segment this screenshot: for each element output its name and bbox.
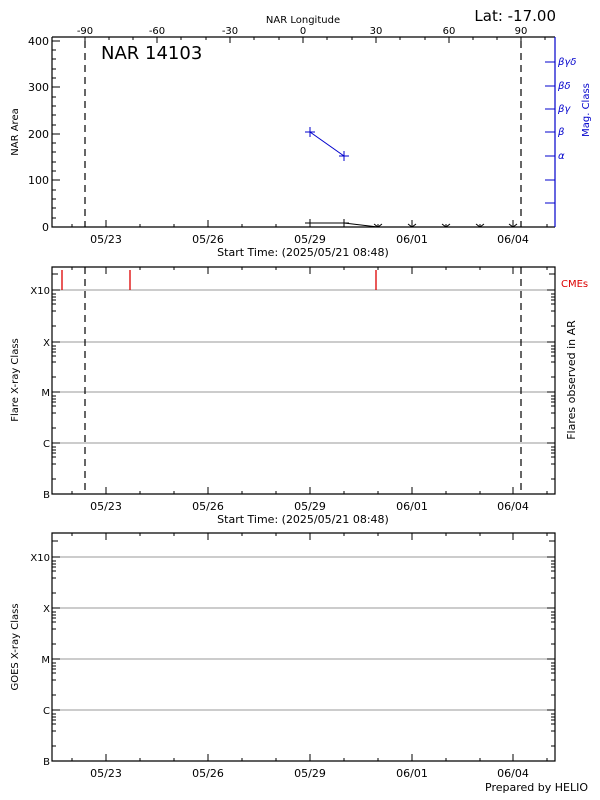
svg-text:X10: X10 [30, 286, 50, 297]
svg-text:βγδ: βγδ [557, 57, 576, 68]
date-tick-labels: 05/23 05/26 05/29 06/01 06/04 [90, 767, 529, 780]
svg-text:-90: -90 [77, 26, 93, 37]
svg-text:βγ: βγ [557, 104, 571, 115]
svg-text:05/26: 05/26 [192, 500, 224, 513]
panel-goes-class: B C M X X10 GOES X-ray Class 05/23 05/26… [10, 532, 588, 794]
svg-text:05/23: 05/23 [90, 233, 122, 246]
y-axis-label: NAR Area [10, 108, 21, 155]
area-tick-labels: 0 100 200 300 400 [28, 35, 49, 234]
svg-text:M: M [41, 655, 50, 666]
svg-text:05/29: 05/29 [294, 500, 326, 513]
mag-class-tick-labels: α β βγ βδ βγδ [557, 57, 576, 162]
svg-text:05/26: 05/26 [192, 767, 224, 780]
svg-text:M: M [41, 388, 50, 399]
svg-text:06/04: 06/04 [497, 500, 529, 513]
svg-text:-30: -30 [222, 26, 238, 37]
svg-text:30: 30 [370, 26, 383, 37]
svg-text:100: 100 [28, 174, 49, 187]
cme-markers [61, 270, 377, 290]
svg-text:05/26: 05/26 [192, 233, 224, 246]
svg-text:X: X [43, 604, 50, 615]
y2-axis-label: Mag. Class [581, 83, 592, 137]
svg-text:05/23: 05/23 [90, 500, 122, 513]
svg-text:05/23: 05/23 [90, 767, 122, 780]
y-axis-label: GOES X-ray Class [10, 603, 21, 690]
region-title: NAR 14103 [101, 43, 202, 64]
svg-text:06/01: 06/01 [396, 500, 428, 513]
svg-text:300: 300 [28, 81, 49, 94]
top-axis-label: NAR Longitude [266, 15, 340, 26]
svg-text:C: C [43, 439, 50, 450]
x-axis-label: Start Time: (2025/05/21 08:48) [217, 513, 389, 526]
panel-flare-class: B C M X X10 Flare X-ray Class Flares obs… [10, 266, 588, 526]
svg-text:X: X [43, 338, 50, 349]
svg-text:05/29: 05/29 [294, 233, 326, 246]
svg-text:β: β [557, 127, 565, 138]
svg-text:06/01: 06/01 [396, 233, 428, 246]
svg-text:0: 0 [300, 26, 306, 37]
y2-axis-label: Flares observed in AR [565, 320, 578, 440]
svg-text:60: 60 [443, 26, 456, 37]
cme-legend: CMEs [561, 279, 588, 290]
svg-text:βδ: βδ [557, 81, 571, 92]
svg-text:400: 400 [28, 35, 49, 48]
date-tick-labels: 05/23 05/26 05/29 06/01 06/04 [90, 233, 529, 246]
area-series [305, 219, 518, 228]
y-axis-label: Flare X-ray Class [10, 338, 21, 422]
goes-class-tick-labels: B C M X X10 [30, 553, 50, 768]
svg-text:90: 90 [515, 26, 528, 37]
svg-text:X10: X10 [30, 553, 50, 564]
flare-class-tick-labels: B C M X X10 [30, 286, 50, 501]
svg-text:0: 0 [42, 221, 49, 234]
svg-text:C: C [43, 706, 50, 717]
svg-text:200: 200 [28, 128, 49, 141]
panel-nar-area: NAR Longitude Lat: -17.00 -90 -60 -30 0 … [10, 7, 592, 259]
svg-text:B: B [43, 490, 50, 501]
svg-text:05/29: 05/29 [294, 767, 326, 780]
svg-text:B: B [43, 757, 50, 768]
svg-text:06/04: 06/04 [497, 233, 529, 246]
date-tick-labels: 05/23 05/26 05/29 06/01 06/04 [90, 500, 529, 513]
svg-text:α: α [558, 151, 565, 162]
limb-dashed-lines [84, 41, 522, 227]
credit-label: Prepared by HELIO [485, 781, 588, 794]
mag-class-series [305, 127, 349, 161]
svg-text:06/01: 06/01 [396, 767, 428, 780]
limb-dashed-lines [84, 267, 522, 494]
svg-text:06/04: 06/04 [497, 767, 529, 780]
lat-label: Lat: -17.00 [474, 7, 556, 25]
x-axis-label: Start Time: (2025/05/21 08:48) [217, 246, 389, 259]
svg-text:-60: -60 [149, 26, 165, 37]
longitude-tick-labels: -90 -60 -30 0 30 60 90 [77, 26, 528, 37]
